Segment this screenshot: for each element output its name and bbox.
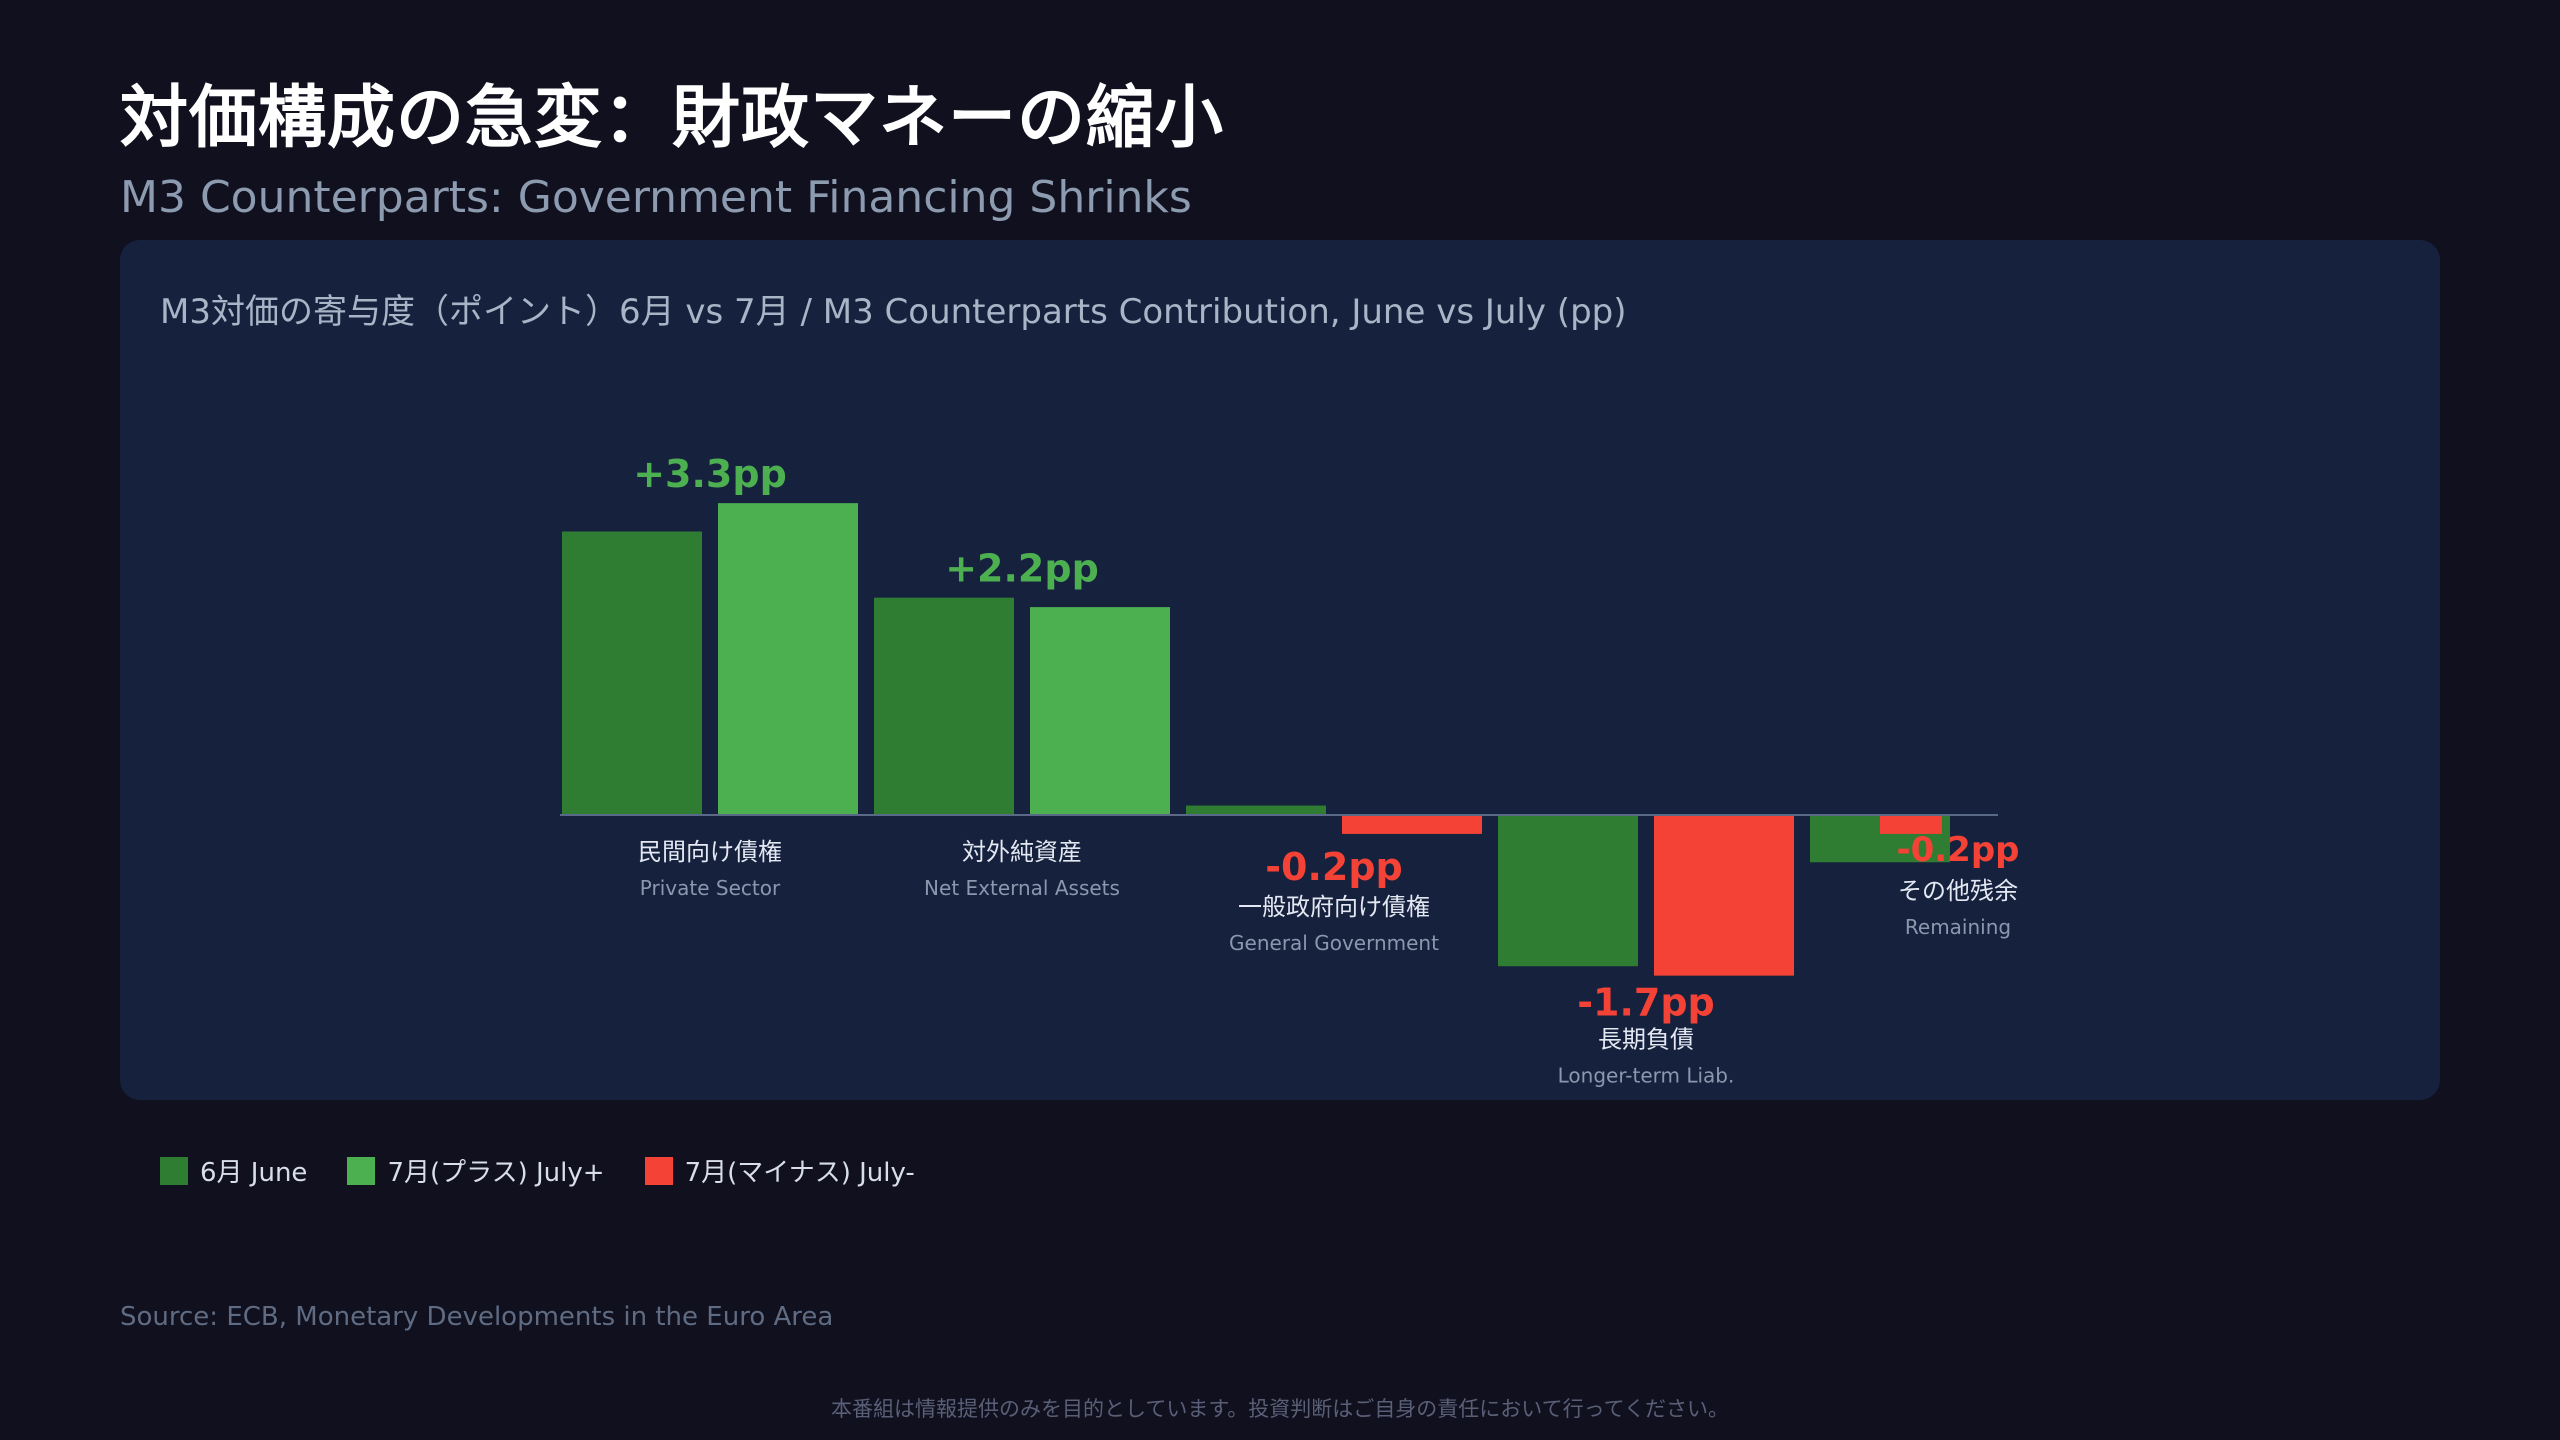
source-note: Source: ECB, Monetary Developments in th… <box>120 1302 834 1332</box>
category-label-en: Net External Assets <box>924 876 1120 900</box>
legend-item-july-plus: 7月(プラス) July+ <box>347 1152 605 1189</box>
bar-july <box>1880 815 1942 834</box>
chart-panel: M3対価の寄与度（ポイント）6月 vs 7月 / M3 Counterparts… <box>120 240 2440 1100</box>
disclaimer: 本番組は情報提供のみを目的としています。投資判断はご自身の責任において行ってくだ… <box>831 1397 1729 1421</box>
legend-label-july-plus: 7月(プラス) July+ <box>387 1158 605 1188</box>
legend-swatch-july-minus <box>644 1156 673 1185</box>
legend-item-june: 6月 June <box>160 1152 307 1189</box>
legend-swatch-july-plus <box>347 1156 376 1185</box>
category-label-en: Private Sector <box>640 876 781 900</box>
category-label-en: Longer-term Liab. <box>1558 1064 1735 1088</box>
data-label: +3.3pp <box>633 452 787 496</box>
legend: 6月 June 7月(プラス) July+ 7月(マイナス) July- <box>160 1152 915 1189</box>
legend-label-june: 6月 June <box>200 1158 308 1188</box>
legend-item-july-minus: 7月(マイナス) July- <box>644 1152 915 1189</box>
page-title: 対価構成の急変：財政マネーの縮小 <box>120 79 1225 158</box>
data-label: -0.2pp <box>1265 845 1403 889</box>
bar-june <box>874 597 1014 815</box>
data-label: +2.2pp <box>945 547 1099 591</box>
category-label-ja: 対外純資産 <box>962 838 1082 866</box>
category-label-ja: 一般政府向け債権 <box>1238 893 1430 921</box>
category-label-ja: 民間向け債権 <box>638 838 782 866</box>
category-label-en: Remaining <box>1905 915 2011 939</box>
bar-june <box>1498 815 1638 967</box>
bar-july <box>1342 815 1482 834</box>
bar-july <box>1030 607 1170 815</box>
bar-june <box>562 531 702 815</box>
legend-label-july-minus: 7月(マイナス) July- <box>684 1158 915 1188</box>
category-label-ja: 長期負債 <box>1598 1026 1694 1054</box>
data-label: -0.2pp <box>1896 830 2019 870</box>
category-label-en: General Government <box>1229 931 1439 955</box>
page-subtitle: M3 Counterparts: Government Financing Sh… <box>120 172 1192 223</box>
bar-chart: +3.3pp 民間向け債権 Private Sector +2.2pp 対外純資産 Net… <box>560 452 2020 1088</box>
bar-july <box>718 503 858 815</box>
bar-july <box>1654 815 1794 976</box>
chart-title: M3対価の寄与度（ポイント）6月 vs 7月 / M3 Counterparts… <box>160 292 1627 332</box>
legend-swatch-june <box>160 1156 188 1185</box>
category-label-ja: その他残余 <box>1898 877 2018 905</box>
data-label: -1.7pp <box>1577 981 1715 1025</box>
bar-june <box>1186 805 1326 815</box>
